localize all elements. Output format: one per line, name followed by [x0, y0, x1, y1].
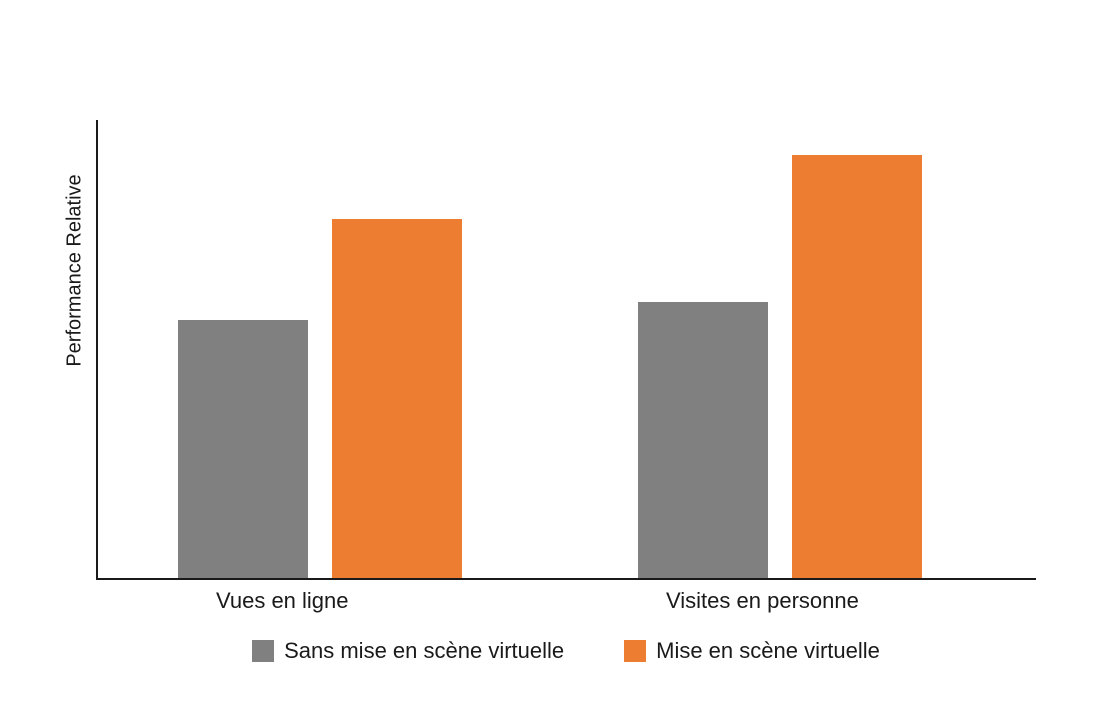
- legend-label-0: Sans mise en scène virtuelle: [284, 638, 564, 664]
- x-label-1: Visites en personne: [666, 588, 859, 614]
- x-axis-labels: Vues en ligne Visites en personne: [96, 588, 1036, 628]
- bar-group-0: [178, 120, 462, 578]
- legend: Sans mise en scène virtuelle Mise en scè…: [96, 638, 1036, 664]
- bar-group-1: [638, 120, 922, 578]
- bar-0-0: [178, 320, 308, 578]
- y-axis-label: Performance Relative: [60, 40, 90, 500]
- legend-swatch-1: [624, 640, 646, 662]
- legend-item-1: Mise en scène virtuelle: [624, 638, 880, 664]
- plot-area: [96, 120, 1036, 580]
- bar-0-1: [332, 219, 462, 578]
- legend-swatch-0: [252, 640, 274, 662]
- legend-label-1: Mise en scène virtuelle: [656, 638, 880, 664]
- y-axis-label-text: Performance Relative: [64, 174, 87, 366]
- legend-item-0: Sans mise en scène virtuelle: [252, 638, 564, 664]
- x-label-0: Vues en ligne: [216, 588, 349, 614]
- bar-1-0: [638, 302, 768, 578]
- bar-1-1: [792, 155, 922, 578]
- bar-chart: Performance Relative Vues en ligne Visit…: [60, 40, 1060, 680]
